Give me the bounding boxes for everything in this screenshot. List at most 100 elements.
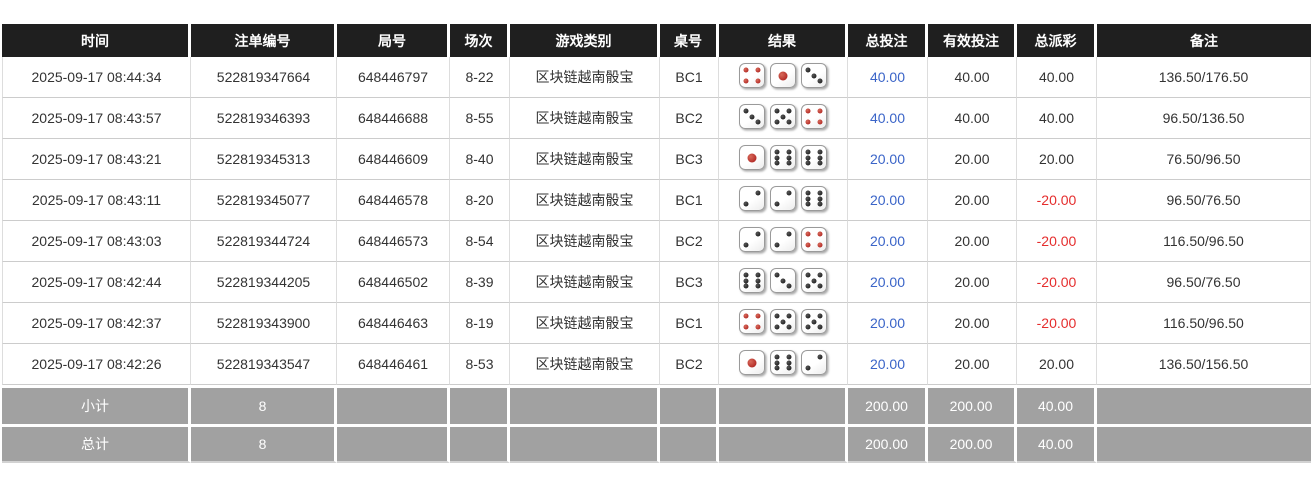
die-5-icon — [770, 309, 796, 334]
column-header-remark: 备注 — [1097, 24, 1311, 57]
total-payout-cell: -20.00 — [1017, 262, 1097, 303]
total-payout-cell: -20.00 — [1017, 303, 1097, 344]
header-row: 时间 注单编号 局号 场次 游戏类别 桌号 结果 总投注 有效投注 总派彩 备注 — [2, 24, 1311, 57]
table-no-cell: BC3 — [660, 139, 719, 180]
bet-id-cell: 522819346393 — [191, 98, 337, 139]
total-bet-cell[interactable]: 20.00 — [848, 344, 928, 385]
die-2-icon — [770, 186, 796, 211]
subtotal-empty-result — [719, 385, 848, 424]
table-row: 2025-09-17 08:43:11 522819345077 648446578… — [2, 180, 1311, 221]
subtotal-empty-session — [450, 385, 510, 424]
game-type-cell: 区块链越南骰宝 — [510, 344, 660, 385]
total-bet-cell[interactable]: 40.00 — [848, 98, 928, 139]
total-bet-cell[interactable]: 20.00 — [848, 139, 928, 180]
total-bet-cell[interactable]: 40.00 — [848, 57, 928, 98]
grand-total-label: 总计 — [2, 424, 191, 463]
die-6-icon — [739, 268, 765, 293]
subtotal-valid-bet: 200.00 — [928, 385, 1017, 424]
dice-result — [739, 309, 827, 334]
game-type-cell: 区块链越南骰宝 — [510, 98, 660, 139]
valid-bet-cell: 20.00 — [928, 221, 1017, 262]
die-2-icon — [770, 227, 796, 252]
remark-cell: 96.50/136.50 — [1097, 98, 1311, 139]
time-cell: 2025-09-17 08:43:03 — [2, 221, 191, 262]
total-payout-cell: -20.00 — [1017, 180, 1097, 221]
bet-id-cell: 522819343547 — [191, 344, 337, 385]
die-3-icon — [801, 63, 827, 88]
valid-bet-cell: 20.00 — [928, 139, 1017, 180]
session-cell: 8-19 — [450, 303, 510, 344]
bet-id-cell: 522819344205 — [191, 262, 337, 303]
time-cell: 2025-09-17 08:43:11 — [2, 180, 191, 221]
total-payout-cell: 20.00 — [1017, 139, 1097, 180]
subtotal-empty-game — [510, 385, 660, 424]
table-no-cell: BC2 — [660, 344, 719, 385]
result-cell — [719, 98, 848, 139]
die-6-icon — [801, 145, 827, 170]
column-header-table-no: 桌号 — [660, 24, 719, 57]
time-cell: 2025-09-17 08:43:57 — [2, 98, 191, 139]
subtotal-total-bet: 200.00 — [848, 385, 928, 424]
table-row: 2025-09-17 08:43:57 522819346393 648446688… — [2, 98, 1311, 139]
round-cell: 648446573 — [337, 221, 450, 262]
total-bet-cell[interactable]: 20.00 — [848, 180, 928, 221]
valid-bet-cell: 20.00 — [928, 303, 1017, 344]
column-header-bet-id: 注单编号 — [191, 24, 337, 57]
column-header-session: 场次 — [450, 24, 510, 57]
total-payout-cell: -20.00 — [1017, 221, 1097, 262]
table-row: 2025-09-17 08:43:21 522819345313 648446609… — [2, 139, 1311, 180]
die-6-icon — [770, 350, 796, 375]
bet-records-table: 时间 注单编号 局号 场次 游戏类别 桌号 结果 总投注 有效投注 总派彩 备注… — [2, 24, 1311, 463]
die-6-icon — [770, 145, 796, 170]
subtotal-label: 小计 — [2, 385, 191, 424]
die-2-icon — [739, 227, 765, 252]
die-3-icon — [739, 104, 765, 129]
time-cell: 2025-09-17 08:42:37 — [2, 303, 191, 344]
remark-cell: 96.50/76.50 — [1097, 262, 1311, 303]
grand-total-empty-table — [660, 424, 719, 463]
column-header-time: 时间 — [2, 24, 191, 57]
table-no-cell: BC1 — [660, 180, 719, 221]
grand-total-empty-game — [510, 424, 660, 463]
bet-id-cell: 522819345077 — [191, 180, 337, 221]
bet-id-cell: 522819345313 — [191, 139, 337, 180]
subtotal-empty-round — [337, 385, 450, 424]
dice-result — [739, 227, 827, 252]
subtotal-empty-table — [660, 385, 719, 424]
total-bet-cell[interactable]: 20.00 — [848, 262, 928, 303]
total-bet-cell[interactable]: 20.00 — [848, 221, 928, 262]
die-4-icon — [801, 104, 827, 129]
table-no-cell: BC2 — [660, 221, 719, 262]
dice-result — [739, 350, 827, 375]
valid-bet-cell: 20.00 — [928, 180, 1017, 221]
total-payout-cell: 20.00 — [1017, 344, 1097, 385]
table-header: 时间 注单编号 局号 场次 游戏类别 桌号 结果 总投注 有效投注 总派彩 备注 — [2, 24, 1311, 57]
subtotal-empty-remark — [1097, 385, 1311, 424]
valid-bet-cell: 20.00 — [928, 344, 1017, 385]
dice-result — [739, 63, 827, 88]
game-type-cell: 区块链越南骰宝 — [510, 139, 660, 180]
column-header-round: 局号 — [337, 24, 450, 57]
column-header-valid-bet: 有效投注 — [928, 24, 1017, 57]
remark-cell: 76.50/96.50 — [1097, 139, 1311, 180]
remark-cell: 116.50/96.50 — [1097, 303, 1311, 344]
grand-total-total-bet: 200.00 — [848, 424, 928, 463]
table-row: 2025-09-17 08:42:26 522819343547 648446461… — [2, 344, 1311, 385]
grand-total-empty-remark — [1097, 424, 1311, 463]
grand-total-empty-result — [719, 424, 848, 463]
result-cell — [719, 344, 848, 385]
result-cell — [719, 262, 848, 303]
table-row: 2025-09-17 08:44:34 522819347664 648446797… — [2, 57, 1311, 98]
round-cell: 648446502 — [337, 262, 450, 303]
session-cell: 8-53 — [450, 344, 510, 385]
grand-total-valid-bet: 200.00 — [928, 424, 1017, 463]
total-bet-cell[interactable]: 20.00 — [848, 303, 928, 344]
die-6-icon — [801, 186, 827, 211]
game-type-cell: 区块链越南骰宝 — [510, 262, 660, 303]
round-cell: 648446609 — [337, 139, 450, 180]
die-4-icon — [739, 63, 765, 88]
column-header-total-bet: 总投注 — [848, 24, 928, 57]
die-3-icon — [770, 268, 796, 293]
remark-cell: 136.50/156.50 — [1097, 344, 1311, 385]
dice-result — [739, 268, 827, 293]
